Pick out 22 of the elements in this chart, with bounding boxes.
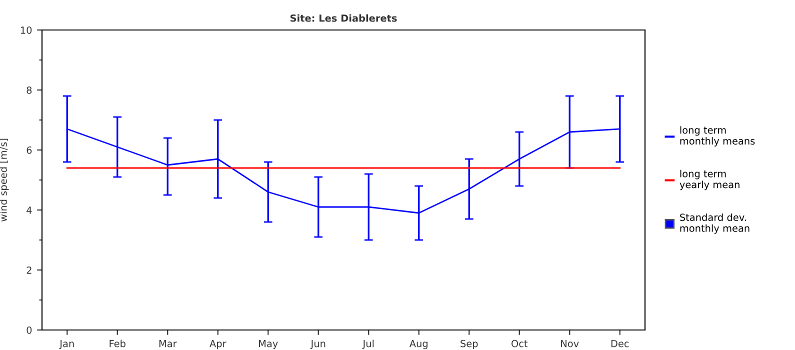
x-tick-label: Dec (611, 340, 629, 348)
chart-title: Site: Les Diablerets (290, 14, 397, 22)
x-tick-label: Nov (561, 340, 579, 348)
x-tick-label: Apr (210, 340, 226, 350)
legend-label: long term yearly mean (680, 170, 740, 190)
x-tick-label: Aug (409, 340, 428, 350)
x-tick-label: Oct (512, 340, 528, 348)
x-tick-label: Sep (460, 340, 478, 350)
text: Standard dev. monthly mean (680, 213, 750, 234)
legend-label: long term monthly means (680, 126, 755, 147)
x-tick-label: Mar (159, 340, 177, 348)
y-tick-label: 2 (26, 266, 32, 274)
y-tick-label: 0 (26, 326, 32, 334)
y-tick-label: 10 (20, 26, 32, 34)
x-tick-label: Feb (110, 340, 126, 348)
y-tick-label: 4 (26, 206, 32, 214)
x-tick-label: May (259, 340, 278, 350)
x-tick-label: Jun (310, 340, 326, 350)
y-tick-label: 6 (26, 146, 32, 154)
x-tick-label: Jul (362, 340, 374, 350)
y-tick-label: 8 (26, 86, 32, 94)
x-tick-label: Jan (59, 340, 74, 350)
